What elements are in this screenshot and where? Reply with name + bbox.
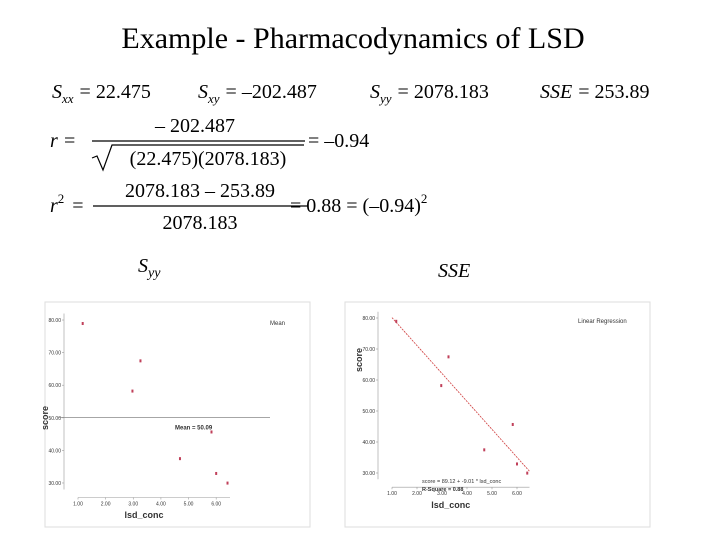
x-tick-label: 3.00 — [437, 491, 447, 497]
chart-panel — [344, 301, 651, 528]
equals: = — [72, 195, 83, 217]
numerator: – 202.487 — [154, 115, 235, 137]
y-tick-label: 30.00 — [362, 471, 375, 477]
r-lhs: r = — [50, 130, 76, 152]
sum-item: SSE = 253.89 — [540, 81, 650, 103]
r2-formula: r2 = 2078.183 – 253.89 2078.183 = 0.88 = … — [50, 180, 427, 234]
subscript: yy — [378, 91, 392, 106]
sums-row: Sxx = 22.475 Sxy = –202.487 Syy = 2078.183 … — [52, 81, 650, 106]
x-tick-label: 5.00 — [184, 502, 194, 508]
point — [511, 422, 514, 426]
symbol: S — [198, 81, 208, 103]
caption: Syy — [138, 255, 161, 281]
denominator: 2078.183 — [163, 212, 238, 234]
x-tick-label: 1.00 — [387, 491, 397, 497]
y-tick-label: 80.00 — [362, 316, 375, 322]
chart-panel — [44, 301, 311, 528]
y-tick-label: 70.00 — [362, 347, 375, 353]
r-formula: r = – 202.487 (22.475)(2078.183) = –0.94 — [50, 115, 369, 172]
x-tick-label: 6.00 — [211, 502, 221, 508]
point — [210, 430, 213, 434]
y-tick-label: 60.00 — [48, 383, 61, 389]
point — [215, 471, 218, 475]
y-tick-label: 40.00 — [48, 448, 61, 454]
x-tick-label: 2.00 — [101, 502, 111, 508]
symbol: SSE — [540, 81, 572, 103]
y-tick-label: 70.00 — [48, 351, 61, 357]
x-axis-label: lsd_conc — [124, 510, 163, 520]
rhs: = 2078.183 — [398, 81, 489, 103]
point — [516, 462, 518, 466]
r-square-label: R-Square = 0.88 — [422, 487, 463, 493]
x-tick-label: 4.00 — [462, 491, 472, 497]
point — [178, 457, 181, 461]
r2-lhs: r2 = — [50, 191, 84, 217]
denominator: (22.475)(2078.183) — [130, 148, 287, 170]
point — [226, 481, 229, 485]
symbol: S — [138, 255, 148, 277]
mean-label: Mean = 50.09 — [175, 426, 213, 432]
point — [131, 389, 134, 393]
legend-title: Mean — [270, 321, 285, 327]
numerator: 2078.183 – 253.89 — [125, 180, 275, 202]
y-tick-label: 80.00 — [48, 318, 61, 324]
superscript: 2 — [58, 191, 65, 206]
subscript: xy — [207, 91, 220, 106]
subscript: yy — [146, 266, 161, 281]
y-axis-label: score — [354, 348, 364, 372]
regression-line — [391, 317, 530, 472]
result: = –0.94 — [308, 130, 369, 152]
y-tick-label: 60.00 — [362, 378, 375, 384]
point — [81, 322, 84, 326]
legend-title: Linear Regression — [578, 319, 627, 325]
result: = 0.88 = (–0.94)2 — [290, 191, 427, 217]
symbol: S — [52, 81, 62, 103]
x-tick-label: 4.00 — [156, 502, 166, 508]
sqrt-sign — [91, 144, 304, 172]
point — [395, 319, 398, 323]
symbol: S — [370, 81, 380, 103]
sum-item: Syy = 2078.183 — [370, 81, 489, 106]
y-tick-label: 30.00 — [48, 481, 61, 487]
rhs: = 22.475 — [80, 81, 151, 103]
sum-item: Sxy = –202.487 — [198, 81, 317, 106]
point — [483, 448, 486, 452]
slide-title: Example - Pharmacodynamics of LSD — [121, 22, 584, 55]
caption: SSE — [438, 260, 470, 282]
x-tick-label: 3.00 — [128, 502, 138, 508]
y-axis-label: score — [40, 406, 50, 430]
point — [447, 355, 450, 359]
sum-item: Sxx = 22.475 — [52, 81, 151, 106]
x-axis-label: lsd_conc — [431, 500, 470, 510]
point — [526, 471, 529, 475]
x-tick-label: 6.00 — [512, 491, 522, 497]
x-tick-label: 1.00 — [73, 502, 83, 508]
superscript: 2 — [421, 191, 428, 206]
y-tick-label: 40.00 — [362, 440, 375, 446]
result-text: = 0.88 = (–0.94) — [290, 195, 421, 217]
regression-label: score = 89.12 + -9.01 * lsd_conc — [422, 479, 501, 485]
y-tick-label: 50.00 — [362, 409, 375, 415]
point — [139, 359, 142, 363]
y-tick-label: 50.00 — [48, 416, 61, 422]
subscript: xx — [61, 91, 74, 106]
symbol: r — [50, 195, 58, 217]
x-tick-label: 2.00 — [412, 491, 422, 497]
x-tick-label: 5.00 — [487, 491, 497, 497]
point — [440, 384, 443, 388]
rhs: = 253.89 — [578, 81, 649, 103]
rhs: = –202.487 — [226, 81, 317, 103]
